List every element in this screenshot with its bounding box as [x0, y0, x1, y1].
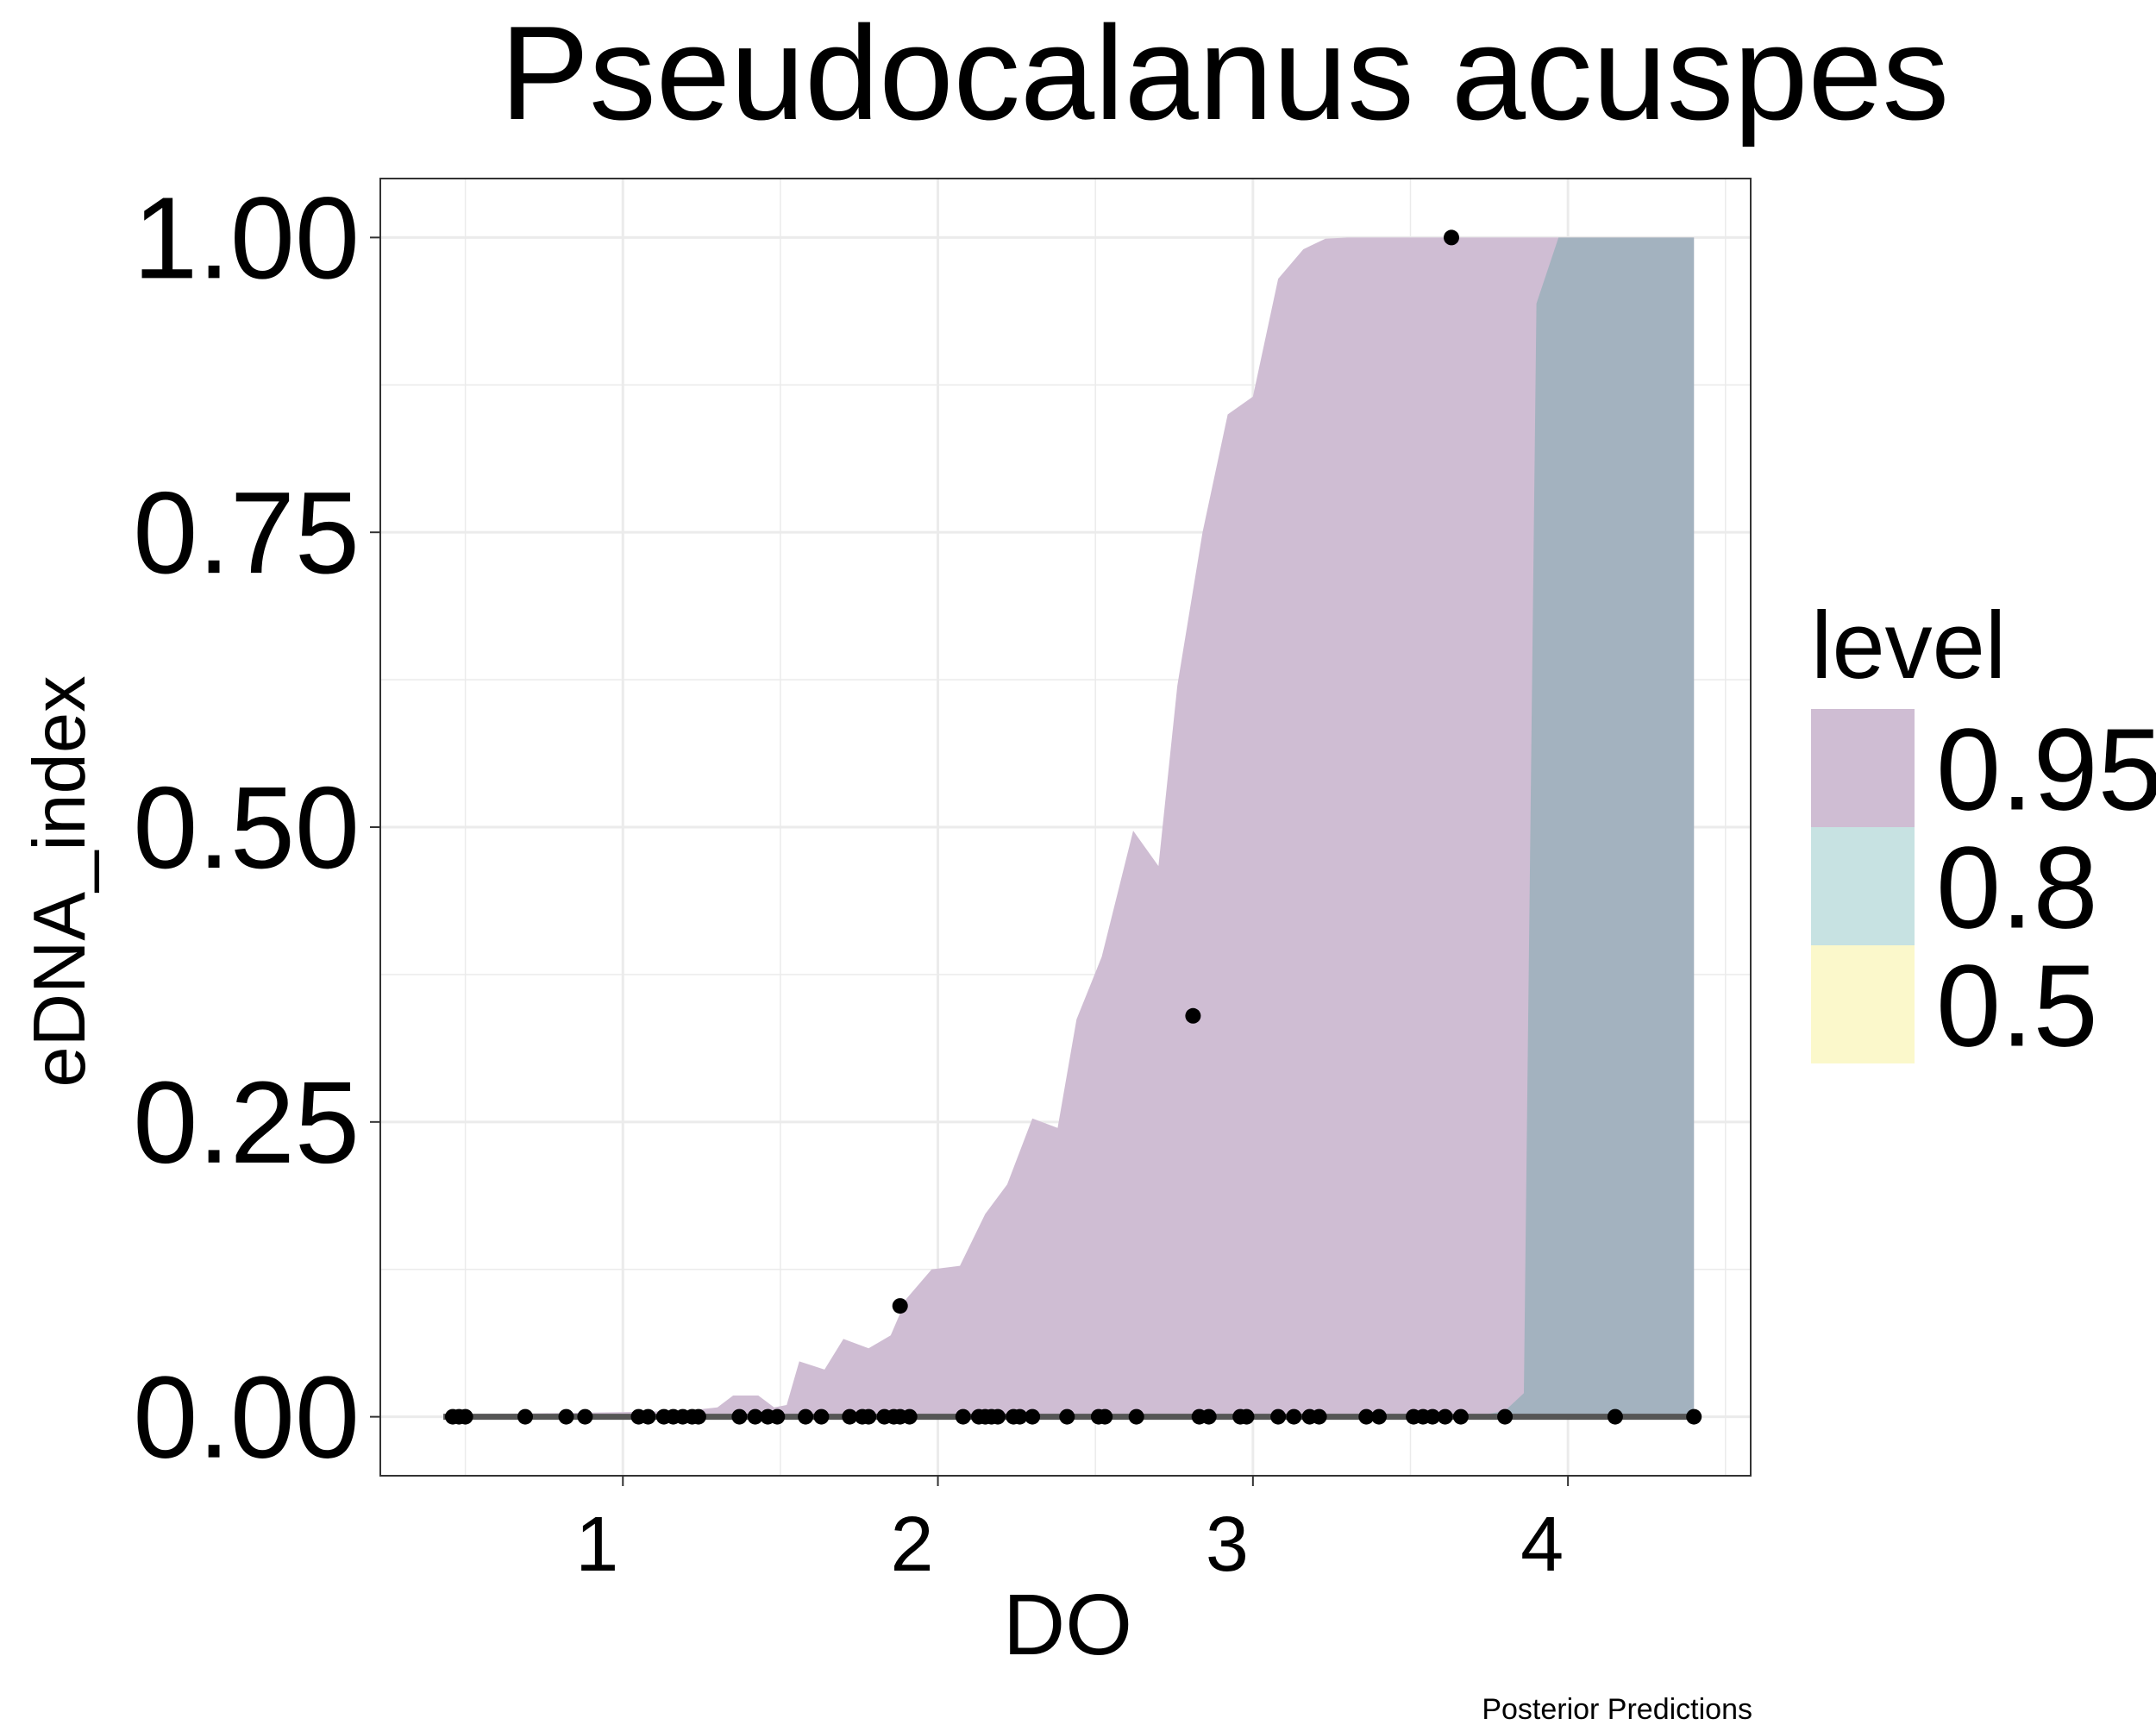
y-tick-label: 0.75 — [133, 467, 360, 598]
legend-label: 0.8 — [1936, 823, 2098, 953]
x-tick-label: 2 — [891, 1502, 934, 1588]
legend: level 0.950.80.5 — [1811, 593, 2156, 1071]
data-point — [1437, 1408, 1453, 1425]
data-point — [990, 1408, 1006, 1425]
data-point — [1497, 1408, 1514, 1425]
data-point — [1025, 1408, 1041, 1425]
data-point — [1238, 1408, 1255, 1425]
data-point — [955, 1408, 971, 1425]
band-0.8 — [443, 237, 1695, 1417]
data-point — [1012, 1408, 1028, 1425]
legend-key — [1811, 827, 1915, 945]
data-point — [731, 1408, 748, 1425]
data-point — [577, 1408, 593, 1425]
legend-key — [1811, 709, 1915, 827]
data-point — [558, 1408, 574, 1425]
data-point — [892, 1298, 908, 1314]
data-point — [1200, 1408, 1217, 1425]
y-tick-label: 0.00 — [133, 1352, 360, 1483]
legend-label: 0.5 — [1936, 941, 2098, 1071]
chart-caption: Posterior Predictions — [1482, 1693, 1752, 1725]
x-tick-label: 3 — [1206, 1502, 1249, 1588]
y-axis-label: eDNA_index — [19, 675, 101, 1087]
x-tick-label: 4 — [1520, 1502, 1564, 1588]
data-point — [1128, 1408, 1144, 1425]
y-tick-label: 1.00 — [133, 172, 360, 303]
data-point — [1311, 1408, 1327, 1425]
data-point — [1686, 1408, 1702, 1425]
data-point — [798, 1408, 814, 1425]
data-point — [1059, 1408, 1075, 1425]
data-point — [640, 1408, 656, 1425]
band-0.95 — [443, 237, 1695, 1417]
observation-points — [445, 229, 1702, 1425]
data-point — [842, 1408, 858, 1425]
legend-title: level — [1811, 593, 2006, 699]
x-tick-label: 1 — [575, 1502, 618, 1588]
y-axis: 0.00 0.25 0.50 0.75 1.00 — [133, 172, 380, 1483]
legend-key — [1811, 945, 1915, 1063]
data-point — [1452, 1408, 1469, 1425]
x-axis: 1 2 3 4 — [575, 1476, 1570, 1588]
data-point — [1097, 1408, 1113, 1425]
data-point — [1185, 1007, 1201, 1024]
data-point — [517, 1408, 533, 1425]
credible-interval-bands — [443, 237, 1695, 1417]
data-point — [813, 1408, 830, 1425]
legend-items: 0.950.80.5 — [1811, 705, 2156, 1071]
legend-label: 0.95 — [1936, 705, 2156, 835]
data-point — [1270, 1408, 1287, 1425]
data-point — [1444, 229, 1459, 246]
data-point — [457, 1408, 473, 1425]
y-tick-label: 0.25 — [133, 1057, 360, 1188]
data-point — [1286, 1408, 1302, 1425]
data-point — [1371, 1408, 1387, 1425]
data-point — [861, 1408, 877, 1425]
data-point — [747, 1408, 763, 1425]
chart-title: Pseudocalanus acuspes — [500, 0, 1949, 147]
x-axis-label: DO — [1003, 1577, 1132, 1673]
data-point — [1607, 1408, 1623, 1425]
y-tick-label: 0.50 — [133, 762, 360, 893]
data-point — [769, 1408, 786, 1425]
data-point — [901, 1408, 918, 1425]
data-point — [1425, 1408, 1441, 1425]
data-point — [1358, 1408, 1375, 1425]
data-point — [690, 1408, 706, 1425]
